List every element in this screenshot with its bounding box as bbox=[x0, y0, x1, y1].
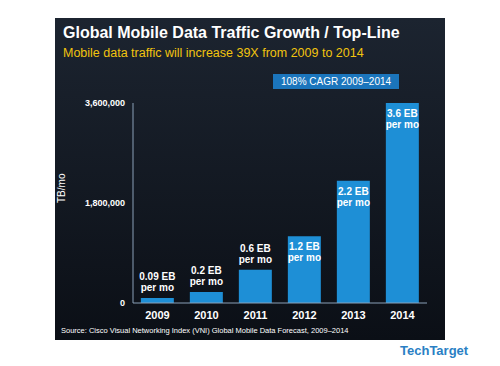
svg-text:2009: 2009 bbox=[145, 309, 169, 321]
svg-text:1,800,000: 1,800,000 bbox=[85, 198, 125, 208]
html-text:Mobile data traffic will incre: Mobile data traffic will increase 39X fr… bbox=[63, 46, 364, 60]
html-text:Source: Cisco Visual Networkin: Source: Cisco Visual Networking Index (V… bbox=[61, 326, 349, 335]
svg-text:2.2 EBper mo: 2.2 EBper mo bbox=[337, 186, 370, 208]
svg-text:0: 0 bbox=[120, 298, 125, 308]
svg-text:2012: 2012 bbox=[292, 309, 316, 321]
svg-text:0.2 EBper mo: 0.2 EBper mo bbox=[190, 265, 223, 287]
html-text:Global Mobile Data Traffic Gro: Global Mobile Data Traffic Growth / Top-… bbox=[63, 24, 400, 41]
svg-text:2010: 2010 bbox=[194, 309, 218, 321]
svg-text:3.6 EBper mo: 3.6 EBper mo bbox=[386, 108, 419, 130]
html-text:108% CAGR 2009–2014: 108% CAGR 2009–2014 bbox=[281, 76, 392, 87]
svg-text:0.09 EBper mo: 0.09 EBper mo bbox=[139, 271, 175, 293]
svg-text:1.2 EBper mo: 1.2 EBper mo bbox=[288, 241, 321, 263]
html-text:TechTarget: TechTarget bbox=[400, 343, 469, 358]
svg-text:2014: 2014 bbox=[390, 309, 415, 321]
svg-text:0.6 EBper mo: 0.6 EBper mo bbox=[239, 243, 272, 265]
svg-text:2013: 2013 bbox=[341, 309, 365, 321]
svg-text:TB/mo: TB/mo bbox=[56, 173, 67, 203]
svg-text:2011: 2011 bbox=[244, 309, 268, 321]
svg-text:3,600,000: 3,600,000 bbox=[85, 98, 125, 108]
